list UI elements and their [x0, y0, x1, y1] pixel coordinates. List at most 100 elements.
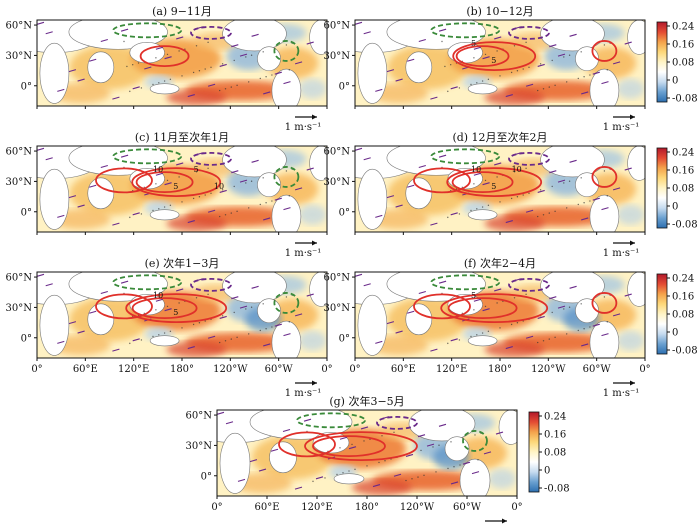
contour-secondary [591, 166, 618, 188]
contour-positive [413, 167, 471, 194]
lat-tick-label: 30°N [6, 303, 33, 314]
panel-d: (d) 12月至次年2月 10 5 10 60°N 30°N 0° 1 m·s⁻¹ 0.24 0.… [324, 130, 698, 259]
panel-title: (f) 次年2−4月 [464, 256, 536, 270]
colorbar-tick-label: 0.08 [672, 58, 694, 69]
lat-tick-label: 60°N [6, 21, 33, 32]
lon-tick-label: 0° [321, 364, 332, 375]
contour-negative [430, 22, 501, 39]
colorbar [656, 147, 668, 229]
contour-positive [131, 297, 198, 320]
reference-vector-label: 1 m·s⁻¹ [603, 388, 640, 399]
lon-tick-label: 60°W [453, 502, 482, 513]
panel-e: (e) 次年1−3月 10 5 60°N 30°N 0° 0° 60°E 120°E 180° 12… [6, 256, 333, 399]
lat-tick-label: 60°N [186, 411, 213, 422]
colorbar [656, 21, 668, 103]
lat-tick-label: 0° [339, 333, 350, 344]
lat-tick-label: 30°N [6, 51, 33, 62]
contour-positive [446, 167, 543, 198]
lon-tick-label: 60°W [583, 364, 612, 375]
lat-tick-label: 0° [339, 81, 350, 92]
lat-tick-label: 30°N [324, 177, 351, 188]
contour-label: 5 [471, 39, 476, 48]
lon-tick-label: 0° [511, 502, 522, 513]
contour-positive [455, 45, 510, 68]
colorbar-tick-label: -0.08 [672, 94, 698, 105]
sst-field: 5 [355, 272, 645, 358]
lat-tick-label: 0° [339, 207, 350, 218]
reference-vector-label: 1 m·s⁻¹ [285, 122, 322, 133]
contour-negative [508, 26, 550, 40]
lon-tick-label: 120°E [436, 364, 467, 375]
contour-label: 5 [471, 291, 476, 300]
colorbar-tick-label: 0 [672, 76, 678, 87]
panel-title: (d) 12月至次年2月 [452, 130, 547, 144]
reference-vector-label: 1 m·s⁻¹ [603, 122, 640, 133]
sst-field [37, 20, 327, 106]
sst-field: 10 5 10 [355, 146, 645, 232]
lat-tick-label: 0° [21, 81, 32, 92]
reference-vector-label: 1 m·s⁻¹ [603, 248, 640, 259]
lon-tick-label: 0° [211, 502, 222, 513]
panel-title: (e) 次年1−3月 [145, 256, 220, 270]
colorbar-tick-label: 0.24 [672, 274, 694, 285]
colorbar-tick-label: 0.08 [544, 448, 566, 459]
contour-positive [95, 293, 153, 320]
colorbar-tick-label: 0.16 [672, 292, 694, 303]
contour-negative [508, 151, 550, 166]
contour-positive [312, 435, 386, 458]
contour-negative [190, 26, 232, 40]
contour-positive [125, 293, 228, 324]
lon-tick-label: 120°W [400, 502, 435, 513]
contour-positive [447, 297, 518, 320]
colorbar-tick-label: 0.08 [672, 310, 694, 321]
reference-vector-label: 1 m·s⁻¹ [285, 248, 322, 259]
lon-tick-label: 60°E [391, 364, 416, 375]
lon-tick-label: 180° [355, 502, 379, 513]
lat-tick-label: 60°N [324, 21, 351, 32]
sst-field [217, 410, 517, 496]
contour-negative [190, 277, 232, 292]
panel-a: (a) 9−11月 60°N 30°N 0° 1 m·s⁻¹ [6, 5, 328, 133]
contour-negative [430, 148, 501, 165]
lon-tick-label: 0° [31, 364, 42, 375]
contour-positive [135, 171, 194, 194]
contour-secondary [273, 166, 300, 188]
contour-negative [430, 274, 501, 291]
contour-label: 10 [153, 165, 163, 174]
colorbar-tick-label: 0.16 [672, 40, 694, 51]
contour-label: 5 [173, 182, 178, 191]
contour-label: 5 [173, 308, 178, 317]
lon-tick-label: 180° [488, 364, 512, 375]
sst-field: 10 5 [37, 272, 327, 358]
contour-negative [190, 151, 232, 166]
contour-label: 5 [491, 56, 496, 65]
lat-tick-label: 30°N [324, 51, 351, 62]
contour-secondary [462, 430, 488, 452]
lon-tick-label: 120°W [213, 364, 248, 375]
lon-tick-label: 0° [349, 364, 360, 375]
sst-field: 10 5 5 10 [37, 146, 327, 232]
contour-label: 5 [194, 165, 199, 174]
sst-field: 55 [355, 20, 645, 106]
colorbar [528, 411, 540, 493]
lat-tick-label: 30°N [186, 441, 213, 452]
contour-positive [451, 171, 514, 194]
lat-tick-label: 30°N [324, 303, 351, 314]
contour-positive [139, 45, 190, 68]
lon-tick-label: 60°W [265, 364, 294, 375]
colorbar-tick-label: 0 [544, 466, 550, 477]
contour-secondary [591, 40, 618, 62]
contour-negative [376, 415, 418, 430]
colorbar-tick-label: 0.16 [544, 430, 566, 441]
contour-positive [131, 167, 222, 198]
contour-positive [278, 431, 336, 458]
contour-label: 5 [491, 182, 496, 191]
panel-title: (g) 次年3−5月 [329, 394, 404, 408]
colorbar-tick-label: 0.16 [672, 166, 694, 177]
colorbar-tick-label: 0 [672, 202, 678, 213]
contour-negative [112, 22, 183, 39]
lon-tick-label: 120°E [301, 502, 332, 513]
contour-positive [95, 167, 153, 194]
